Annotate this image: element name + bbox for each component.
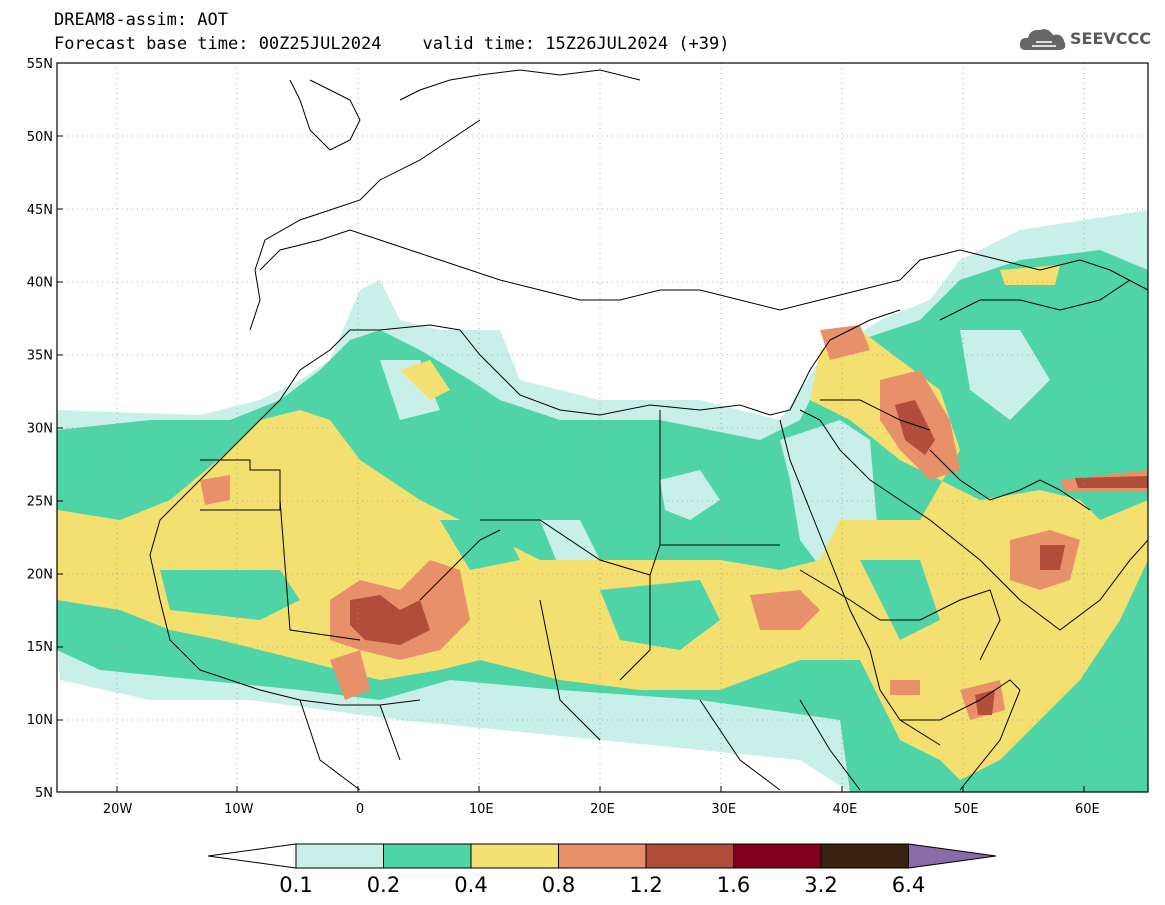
lat-tick-label: 5N (35, 786, 53, 801)
coastlines (149, 69, 1148, 791)
colorbar-over-triangle (908, 843, 997, 869)
colorbar-label: 1.6 (717, 873, 750, 897)
colorbar-label: 0.2 (367, 873, 400, 897)
colorbar-box (383, 843, 472, 869)
colorbar-under-triangle (207, 843, 297, 869)
lat-tick-label: 20N (27, 567, 53, 582)
colorbar-label: 3.2 (804, 873, 837, 897)
logo-text: SEEVCCC (1070, 29, 1151, 48)
colorbar-label: 0.4 (454, 873, 487, 897)
forecast-time-info: Forecast base time: 00Z25JUL2024 valid t… (54, 34, 730, 54)
lat-tick-label: 10N (27, 713, 53, 728)
lat-tick-label: 30N (27, 422, 53, 437)
colorbar-box (295, 843, 384, 869)
longitude-labels: 20W 10W 0 10E 20E 30E 40E 50E 60E (103, 802, 1100, 817)
lon-tick-label: 40E (833, 802, 858, 817)
colorbar-box (645, 843, 734, 869)
colorbar-box (733, 843, 822, 869)
lon-tick-label: 0 (356, 802, 364, 817)
colorbar-label: 6.4 (892, 873, 925, 897)
colorbar-box (558, 843, 647, 869)
lat-tick-label: 25N (27, 494, 53, 509)
colorbar-box (820, 843, 909, 869)
colorbar-label: 0.8 (542, 873, 575, 897)
lon-tick-label: 30E (711, 802, 736, 817)
lat-tick-label: 45N (27, 203, 53, 218)
latitude-labels: 55N 50N 45N 40N 35N 30N 25N 20N 15N 10N 5N (27, 57, 53, 801)
colorbar-label: 1.2 (629, 873, 662, 897)
lon-tick-label: 60E (1075, 802, 1100, 817)
seevccc-logo: SEEVCCC (1018, 24, 1158, 54)
colorbar-label: 0.1 (279, 873, 312, 897)
lat-tick-label: 55N (27, 57, 53, 72)
cloud-icon (1019, 29, 1066, 50)
lon-tick-label: 10W (224, 802, 254, 817)
lon-tick-label: 20E (590, 802, 615, 817)
lat-tick-label: 40N (27, 276, 53, 291)
lon-tick-label: 50E (954, 802, 979, 817)
lat-tick-label: 50N (27, 130, 53, 145)
lon-tick-label: 10E (469, 802, 494, 817)
lat-tick-label: 35N (27, 349, 53, 364)
lat-tick-label: 15N (27, 640, 53, 655)
lon-tick-label: 20W (103, 802, 133, 817)
axis-ticks (57, 135, 1085, 792)
grid (57, 63, 1148, 792)
chart-title: DREAM8-assim: AOT (54, 10, 228, 30)
colorbar-box (470, 843, 559, 869)
